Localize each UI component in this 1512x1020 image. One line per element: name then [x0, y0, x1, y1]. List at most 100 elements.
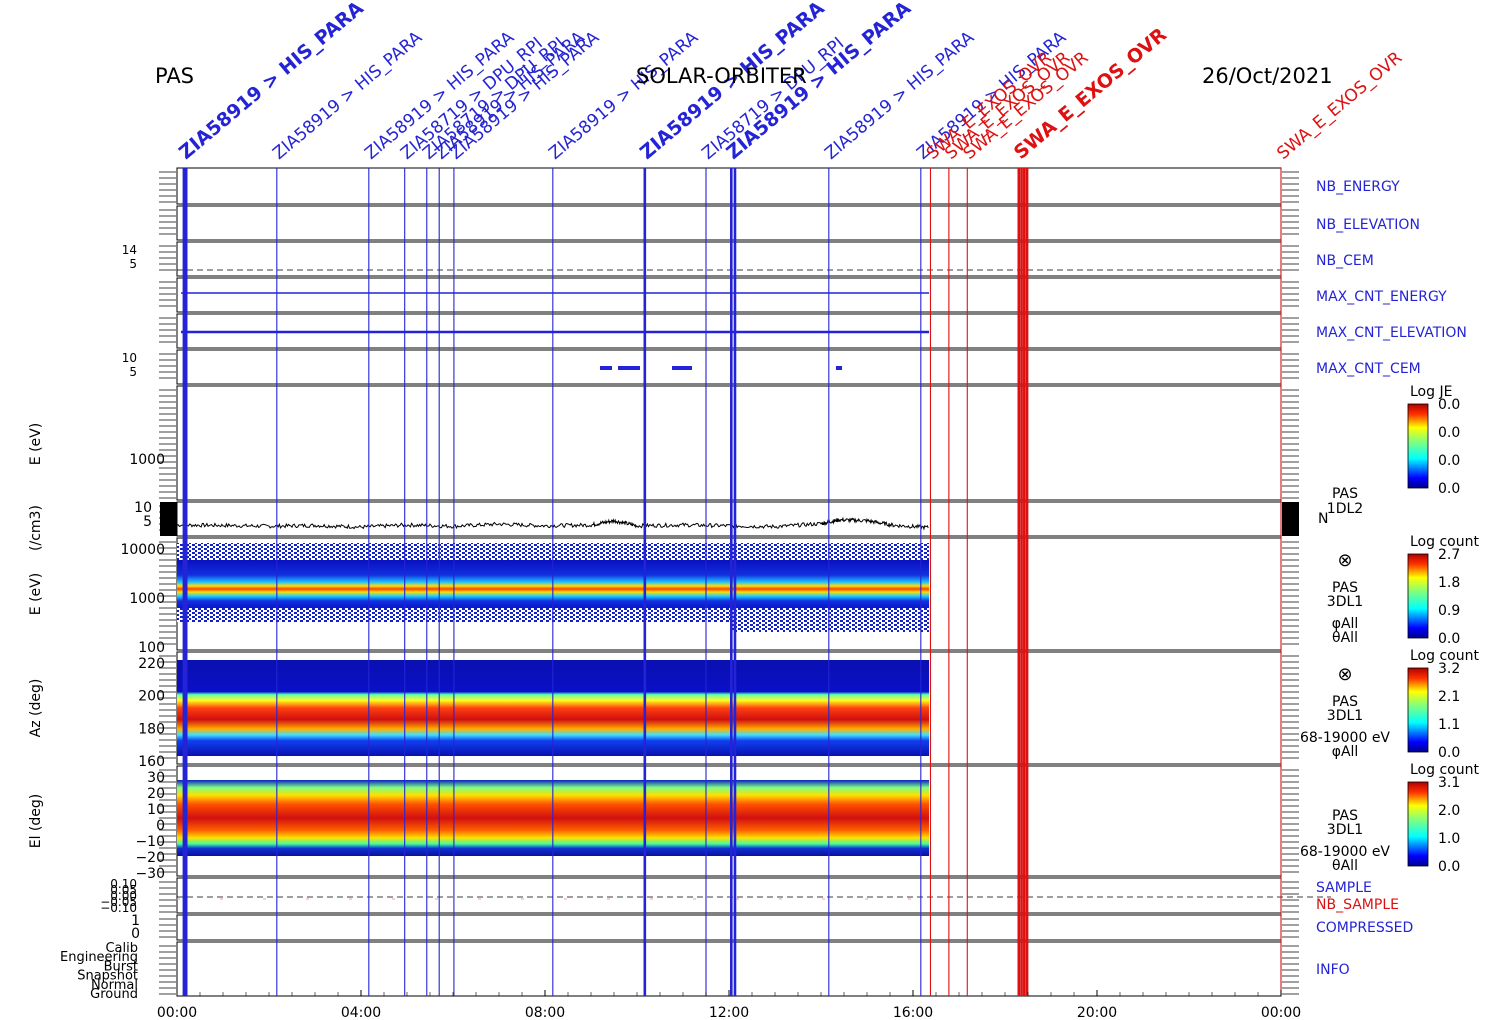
info-panel [176, 941, 1282, 997]
spectrogram-az-ytick: 200 [138, 689, 165, 705]
info-ytick: Engineering [60, 950, 138, 965]
hk-tick: 10 [122, 351, 137, 365]
spectrogram-el-ylabel: El (deg) [28, 794, 44, 849]
hk-tick: 5 [129, 365, 137, 379]
spectrogram-energy-ytick: 10000 [120, 542, 165, 558]
colorbar-energy-title: Log count [1410, 534, 1479, 550]
density-ytick: 10 [134, 500, 152, 516]
colorbar-energy-tick: 1.8 [1438, 575, 1460, 591]
colorbar-el-tick: 3.1 [1438, 775, 1460, 791]
mission-title: SOLAR-ORBITER [636, 64, 807, 88]
spectrogram-el-ytick: −10 [135, 834, 165, 850]
spectrogram-energy-ytick: 1000 [129, 591, 165, 607]
spectrogram-el-label: θAll [1332, 858, 1358, 874]
density-label: PAS [1332, 486, 1358, 502]
colorbar-je-tick: 0.0 [1438, 397, 1460, 413]
spectrogram-az-ytick: 160 [138, 754, 165, 770]
date-title: 26/Oct/2021 [1202, 64, 1333, 88]
max-cnt-cem-blip [672, 366, 692, 370]
sample-panel [176, 877, 1282, 914]
info-label: INFO [1316, 962, 1350, 978]
event-label: ZIA58919 > HIS_PARA [175, 0, 368, 164]
info-ytick: Snapshot [77, 969, 138, 984]
hk-label-nb_cem: NB_CEM [1316, 253, 1374, 269]
spectrogram-energy-label: θAll [1332, 630, 1358, 646]
density-ytick: 5 [143, 514, 152, 530]
compressed-label: COMPRESSED [1316, 920, 1413, 936]
x-tick-label: 12:00 [709, 1005, 749, 1020]
colorbar-az-title: Log count [1410, 648, 1479, 664]
compressed-panel [176, 914, 1282, 941]
info-ytick: Calib [105, 941, 138, 956]
spectrogram-az-label: 3DL1 [1327, 708, 1363, 724]
spectrogram-el-ytick: −20 [135, 850, 165, 866]
spectrogram-az-label: φAll [1332, 744, 1359, 760]
instrument-title: PAS [155, 64, 195, 88]
spectrogram-el-ytick: 10 [147, 802, 165, 818]
spectrogram-el-label: PAS [1332, 808, 1358, 824]
hk-label-nb_energy: NB_ENERGY [1316, 179, 1400, 195]
sample-ytick: 0.05 [110, 883, 137, 897]
colorbar-el-tick: 2.0 [1438, 803, 1460, 819]
x-tick-label: 08:00 [525, 1005, 565, 1020]
spectrogram-energy-label: φAll [1332, 616, 1359, 632]
x-tick-label: 04:00 [341, 1005, 381, 1020]
density-ylabel: (/cm3) [28, 505, 44, 551]
max-cnt-cem-blip [836, 366, 842, 370]
density-label: 1DL2 [1327, 501, 1363, 517]
colorbar-el-bar [1407, 781, 1429, 867]
x-tick-label: 00:00 [1261, 1005, 1301, 1020]
density-right-block [1282, 502, 1299, 536]
info-ytick: Normal [91, 978, 138, 993]
colorbar-az-tick: 3.2 [1438, 661, 1460, 677]
spectrogram-energy-ytick: 100 [138, 640, 165, 656]
spectrogram-az-label: 68-19000 eV [1300, 730, 1390, 746]
colorbar-energy-bar [1407, 553, 1429, 639]
spectrogram-energy-label: PAS [1332, 580, 1358, 596]
colorbar-el-tick: 0.0 [1438, 859, 1460, 875]
spectrogram-energy-ylabel: E (eV) [28, 573, 44, 615]
spectrogram-el-label: 3DL1 [1327, 822, 1363, 838]
hk-tick: 5 [129, 257, 137, 271]
colorbar-el-tick: 1.0 [1438, 831, 1460, 847]
colorbar-el-title: Log count [1410, 762, 1479, 778]
hk-panel-max_cnt_cem [176, 349, 1282, 385]
sample-label: NB_SAMPLE [1316, 897, 1399, 913]
spectrogram-el-ytick: 30 [147, 770, 165, 786]
sample-label: SAMPLE [1316, 880, 1372, 896]
spectrogram-energy-label: 3DL1 [1327, 594, 1363, 610]
spectrogram-az-otimes-icon: ⊗ [1337, 664, 1352, 685]
spectrogram-el-ytick: 0 [156, 818, 165, 834]
energy-je-panel [176, 385, 1282, 501]
colorbar-je-title: Log JE [1410, 384, 1452, 400]
colorbar-az-tick: 2.1 [1438, 689, 1460, 705]
hk-tick: 14 [122, 243, 137, 257]
energy-je-ylabel: E (eV) [28, 423, 44, 465]
colorbar-az-tick: 0.0 [1438, 745, 1460, 761]
info-ytick: Burst [104, 959, 138, 974]
sample-ytick: −0.05 [100, 895, 137, 909]
hk-label-max_cnt_cem: MAX_CNT_CEM [1316, 361, 1421, 377]
spectrogram-el-ytick: 20 [147, 786, 165, 802]
hk-panel-nb_energy [176, 167, 1282, 205]
colorbar-az-bar [1407, 667, 1429, 753]
colorbar-energy-tick: 2.7 [1438, 547, 1460, 563]
colorbar-je-tick: 0.0 [1438, 425, 1460, 441]
hk-label-nb_elevation: NB_ELEVATION [1316, 217, 1420, 233]
info-ytick: Ground [90, 987, 138, 1002]
hk-label-max_cnt_energy: MAX_CNT_ENERGY [1316, 289, 1447, 305]
energy-je-ytick: 1000 [129, 452, 165, 468]
hk-label-max_cnt_elevation: MAX_CNT_ELEVATION [1316, 325, 1467, 341]
sample-ytick: 0.00 [110, 889, 137, 903]
spectrogram-az-ylabel: Az (deg) [28, 679, 44, 738]
hk-panel-nb_elevation [176, 205, 1282, 241]
spectrogram-az-ytick: 180 [138, 721, 165, 737]
colorbar-az-tick: 1.1 [1438, 717, 1460, 733]
spectrogram-el-label: 68-19000 eV [1300, 844, 1390, 860]
density-panel [176, 501, 1282, 537]
sample-ytick: 0.10 [110, 877, 137, 891]
compressed-ytick: 0 [131, 926, 140, 942]
colorbar-energy-tick: 0.9 [1438, 603, 1460, 619]
spectrogram-el-ytick: −30 [135, 866, 165, 882]
